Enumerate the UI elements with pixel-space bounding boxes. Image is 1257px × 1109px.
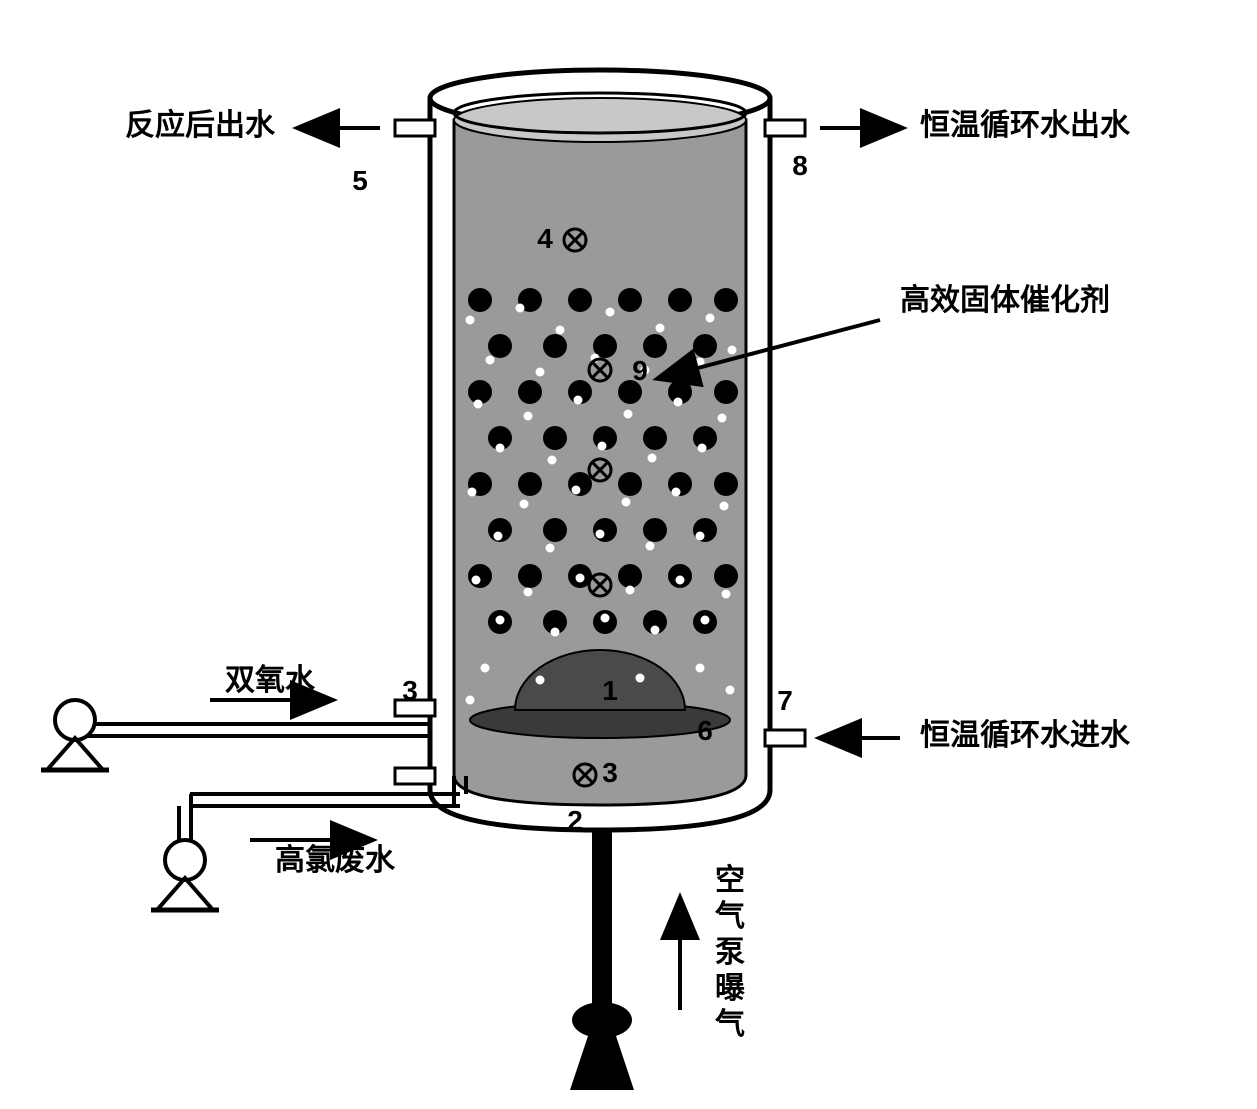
catalyst-particle — [488, 334, 512, 358]
bubble — [598, 442, 607, 451]
number-2: 2 — [567, 805, 583, 836]
label-outlet-left: 反应后出水 — [125, 108, 276, 142]
nozzle-waste-inlet — [395, 768, 435, 784]
nozzle-jacket-inlet — [765, 730, 805, 746]
catalyst-particle — [568, 472, 592, 496]
catalyst-particle — [643, 518, 667, 542]
number-3: 3 — [602, 757, 618, 788]
catalyst-particle — [568, 288, 592, 312]
number-4: 4 — [537, 223, 553, 254]
bubble — [551, 628, 560, 637]
bubble — [672, 488, 681, 497]
bubble — [636, 674, 645, 683]
bubble — [466, 696, 475, 705]
bubble — [696, 664, 705, 673]
bubble — [718, 414, 727, 423]
bubble — [651, 626, 660, 635]
catalyst-particle — [543, 518, 567, 542]
label-outlet-right: 恒温循环水出水 — [920, 109, 1131, 142]
catalyst-particle — [593, 518, 617, 542]
bubble — [622, 498, 631, 507]
bubble — [696, 532, 705, 541]
pump-waste — [151, 840, 219, 910]
label-h2o2: 双氧水 — [225, 664, 316, 697]
bubble — [536, 368, 545, 377]
liquid-surface — [454, 98, 746, 142]
bubble — [486, 356, 495, 365]
catalyst-particle — [543, 334, 567, 358]
bubble — [726, 686, 735, 695]
nozzle-outlet-right — [765, 120, 805, 136]
bubble — [596, 530, 605, 539]
catalyst-particle — [714, 288, 738, 312]
bubble — [706, 314, 715, 323]
bubble — [520, 500, 529, 509]
bubble — [546, 544, 555, 553]
catalyst-particle — [543, 426, 567, 450]
bubble — [468, 488, 477, 497]
bubble — [481, 664, 490, 673]
bubble — [472, 576, 481, 585]
label-jacket-inlet: 恒温循环水进水 — [920, 719, 1131, 752]
bubble — [556, 326, 565, 335]
catalyst-particle — [714, 380, 738, 404]
number-3: 3 — [402, 675, 418, 706]
catalyst-particle — [518, 380, 542, 404]
catalyst-particle — [618, 472, 642, 496]
bubble — [574, 396, 583, 405]
bubble — [536, 676, 545, 685]
bubble — [646, 542, 655, 551]
catalyst-particle — [714, 564, 738, 588]
catalyst-particle — [518, 564, 542, 588]
number-5: 5 — [352, 165, 368, 196]
catalyst-particle — [714, 472, 738, 496]
bubble — [624, 410, 633, 419]
air-tube — [592, 830, 612, 1020]
air-pump-base — [570, 1030, 634, 1090]
bubble — [516, 304, 525, 313]
catalyst-particle — [518, 472, 542, 496]
bubble — [494, 532, 503, 541]
catalyst-particle — [668, 288, 692, 312]
bubble — [656, 324, 665, 333]
catalyst-particle — [693, 334, 717, 358]
label-catalyst: 高效固体催化剂 — [900, 284, 1110, 317]
bubble — [496, 616, 505, 625]
catalyst-particle — [618, 288, 642, 312]
bubble — [576, 574, 585, 583]
bubble — [548, 456, 557, 465]
bubble — [720, 502, 729, 511]
bubble — [728, 346, 737, 355]
number-6: 6 — [697, 715, 713, 746]
bubble — [648, 454, 657, 463]
nozzle-outlet-left — [395, 120, 435, 136]
bubble — [676, 576, 685, 585]
number-8: 8 — [792, 150, 808, 181]
bubble — [701, 616, 710, 625]
number-1: 1 — [602, 675, 618, 706]
bubble — [606, 308, 615, 317]
bubble — [626, 586, 635, 595]
catalyst-particle — [618, 564, 642, 588]
bubble — [496, 444, 505, 453]
bubble — [698, 444, 707, 453]
label-waste: 高氯废水 — [275, 843, 396, 877]
bubble — [601, 614, 610, 623]
bubble — [466, 316, 475, 325]
bubble — [474, 400, 483, 409]
catalyst-particle — [643, 426, 667, 450]
number-9: 9 — [632, 355, 648, 386]
bubble — [524, 412, 533, 421]
number-7: 7 — [777, 685, 793, 716]
label-air-vertical: 空气泵曝气 — [715, 864, 745, 1041]
bubble — [674, 398, 683, 407]
bubble — [572, 486, 581, 495]
catalyst-particle — [468, 564, 492, 588]
bubble — [524, 588, 533, 597]
bubble — [722, 590, 731, 599]
catalyst-particle — [468, 288, 492, 312]
